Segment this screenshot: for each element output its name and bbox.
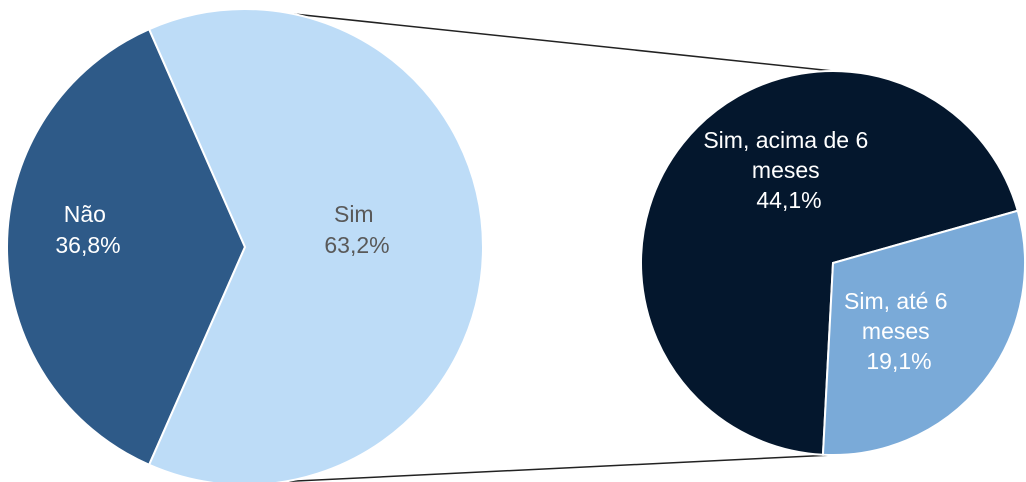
data-label-ate-line1: Sim, até 6: [844, 288, 948, 314]
data-label-acima-value: 44,1%: [756, 187, 821, 213]
data-label-sim-ate-6-meses: Sim, até 6 meses 19,1%: [844, 288, 954, 374]
data-label-acima-line2: meses: [752, 157, 820, 183]
pie-slice-sim-acima-de-6-meses: [640, 70, 1019, 456]
connector-lines: [274, 11, 834, 482]
data-label-nao-name: Não: [64, 201, 106, 227]
data-label-sim: Sim 63,2%: [324, 201, 389, 258]
data-label-ate-line2: meses: [862, 318, 930, 344]
data-label-sim-name: Sim: [334, 201, 374, 227]
connector-line-top: [274, 11, 834, 72]
data-label-nao: Não 36,8%: [55, 201, 120, 258]
main-pie: Não 36,8% Sim 63,2%: [6, 8, 484, 482]
pie-slice-sim: [147, 8, 484, 482]
connector-line-bottom: [274, 454, 834, 482]
data-label-ate-value: 19,1%: [866, 348, 931, 374]
data-label-acima-line1: Sim, acima de 6: [703, 127, 868, 153]
data-label-nao-value: 36,8%: [55, 232, 120, 258]
secondary-pie: Sim, acima de 6 meses 44,1% Sim, até 6 m…: [640, 70, 1026, 456]
data-label-sim-value: 63,2%: [324, 232, 389, 258]
pie-slice-sim-ate-6-meses: [821, 209, 1026, 456]
pie-slice-nao: [6, 27, 247, 467]
data-label-sim-acima-de-6-meses: Sim, acima de 6 meses 44,1%: [703, 127, 874, 213]
